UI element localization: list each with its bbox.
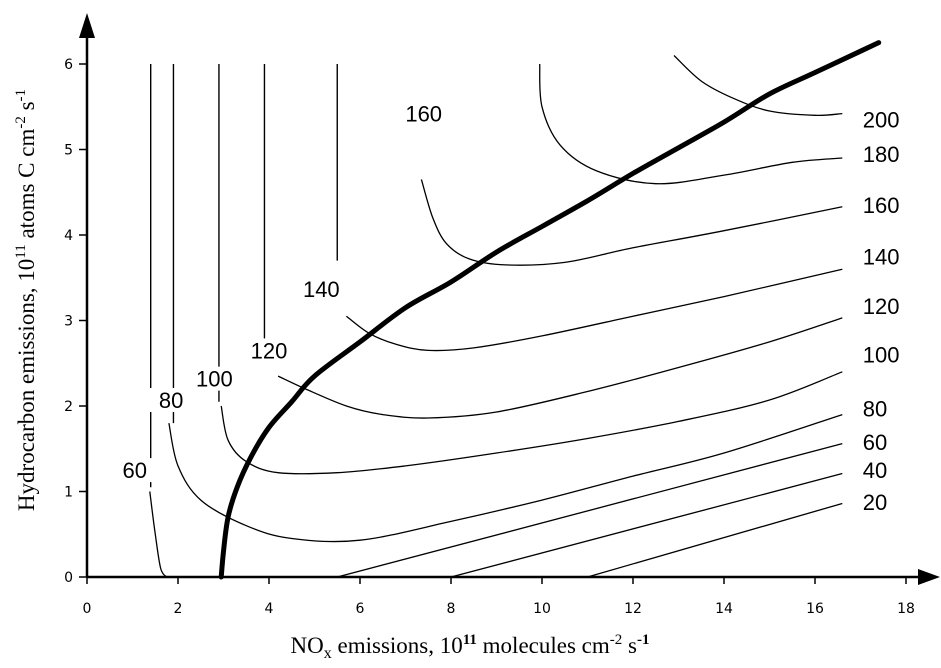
contour-40 [450, 472, 843, 578]
contour-label: 140 [303, 277, 340, 302]
contour-label-bg [297, 276, 346, 301]
contour-label-bg [245, 338, 293, 363]
contour-140 [345, 268, 843, 352]
contour-label: 80 [159, 388, 183, 413]
x-tick-label: 18 [897, 601, 915, 617]
x-tick-label: 6 [356, 601, 365, 617]
contour-level-label: 100 [863, 343, 900, 368]
contour-160 [420, 179, 843, 266]
contour-level-label: 200 [863, 108, 900, 133]
axes [79, 13, 940, 585]
x-axis-title: NOx emissions, 1011 molecules cm-2 s-1 [291, 632, 650, 662]
x-axis-title-prefix: NO [291, 633, 324, 658]
contour-lines [149, 55, 843, 578]
contour-level-label: 80 [863, 397, 887, 422]
contour-level-label: 20 [863, 490, 887, 515]
y-tick-label: 6 [64, 57, 73, 73]
x-tick-label: 14 [715, 601, 733, 617]
contour-label: 160 [405, 102, 442, 127]
x-axis-title-sub: x [324, 645, 332, 662]
contour-200 [673, 55, 843, 117]
contour-100 [220, 371, 843, 475]
contour-60 [337, 442, 843, 578]
contour-level-label: 160 [863, 193, 900, 218]
x-tick-label: 4 [265, 601, 274, 617]
contour-120 [277, 317, 843, 419]
y-tick-label: 2 [64, 399, 73, 415]
y-axis-arrow [79, 13, 95, 38]
x-tick-label: 2 [174, 601, 183, 617]
y-axis-title: Hydrocarbon emissions, 1011 atoms C cm-2… [13, 89, 39, 511]
ridge-line-group [218, 40, 882, 580]
contour-label: 60 [123, 458, 147, 483]
y-tick-label: 3 [64, 314, 73, 330]
x-tick-label: 8 [447, 601, 456, 617]
y-axis-title-exp2: -2 [13, 116, 29, 129]
y-axis-title-prefix: Hydrocarbon emissions, 10 [14, 259, 39, 511]
y-tick-label: 1 [64, 485, 73, 501]
x-tick-label: 12 [624, 601, 642, 617]
y-tick-label: 5 [64, 143, 73, 159]
y-axis-title-exp: 11 [13, 244, 29, 258]
x-axis-title-exp3: -1 [637, 632, 650, 648]
x-axis-title-exp2: -2 [610, 632, 623, 648]
contour-level-label: 180 [863, 142, 900, 167]
contour-labels: 160 140 120 100 80 60 200 180 160 140 120 100 80 60 40… [110, 101, 900, 515]
x-axis-arrow [918, 569, 940, 585]
contour-level-label: 40 [863, 458, 887, 483]
x-axis-title-suffix: molecules cm [477, 633, 610, 658]
x-tick-label: 10 [533, 601, 551, 617]
y-axis-title-middle: atoms C cm [14, 129, 39, 245]
contour-label-bg [110, 458, 159, 483]
x-axis-title-middle: emissions, 10 [332, 633, 463, 658]
contour-60 [149, 491, 168, 578]
y-tick-label: 4 [64, 228, 73, 244]
contour-level-label: 140 [863, 244, 900, 269]
x-tick-label: 0 [83, 601, 92, 617]
x-axis-title-exp: 11 [463, 632, 477, 648]
ridge-line [218, 40, 882, 580]
y-axis-title-exp3: -1 [13, 89, 29, 102]
contour-20 [587, 502, 843, 578]
x-axis-title-tail: s [622, 633, 637, 658]
x-tick-label: 16 [806, 601, 824, 617]
contour-80 [168, 413, 843, 543]
contour-level-label: 120 [863, 294, 900, 319]
contour-label: 100 [196, 367, 233, 392]
contour-level-label: 60 [863, 430, 887, 455]
contour-label-bg [399, 101, 448, 126]
contour-label: 120 [251, 338, 288, 363]
contour-180 [539, 63, 843, 185]
y-tick-label: 0 [64, 570, 73, 586]
contour-label-bg [190, 366, 239, 391]
contour-label-bg [147, 388, 196, 412]
y-axis-title-tail: s [14, 101, 39, 116]
